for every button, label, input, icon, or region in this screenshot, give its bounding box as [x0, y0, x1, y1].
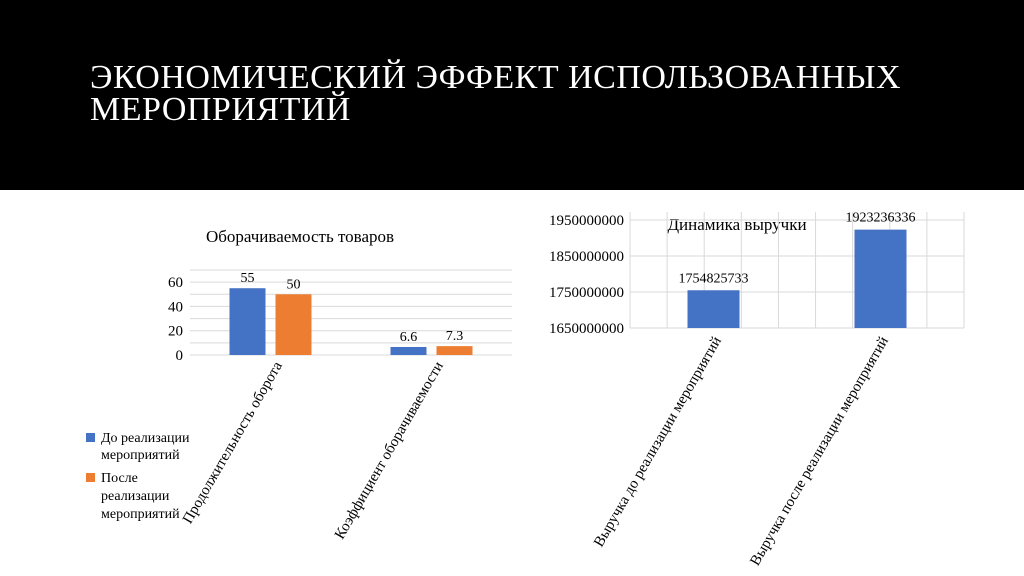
legend-label-after-line-2: реализации — [101, 489, 170, 504]
slide-title-line-1: ЭКОНОМИЧЕСКИЙ ЭФФЕКТ ИСПОЛЬЗОВАННЫХ — [90, 59, 902, 96]
legend-label-before-line-2: мероприятий — [101, 448, 180, 463]
title-band — [0, 0, 1024, 190]
x-tick-label: Продолжительность оборота — [180, 359, 286, 527]
y-tick-label: 1650000000 — [549, 321, 624, 337]
bar — [687, 290, 740, 328]
data-label: 1923236336 — [846, 211, 916, 226]
y-tick-label: 20 — [168, 324, 183, 340]
bar — [436, 346, 473, 355]
legend-label-after-line-3: мероприятий — [101, 507, 180, 522]
data-label: 50 — [287, 277, 301, 292]
y-tick-label: 1950000000 — [549, 213, 624, 229]
data-label: 55 — [241, 271, 255, 286]
data-label: 6.6 — [400, 330, 418, 345]
slide-title-line-2: МЕРОПРИЯТИЙ — [90, 91, 351, 128]
revenue-chart-title: Динамика выручки — [667, 215, 806, 234]
revenue-chart: Динамика выручки 1650000000 1750000000 185… — [549, 211, 965, 569]
y-tick-label: 1850000000 — [549, 249, 624, 265]
bar — [229, 288, 266, 355]
data-label: 1754825733 — [679, 271, 749, 286]
legend-label-before-line-1: До реализации — [101, 431, 190, 446]
legend-label-after-line-1: После — [101, 471, 138, 486]
bar — [275, 294, 312, 355]
slide-title: ЭКОНОМИЧЕСКИЙ ЭФФЕКТ ИСПОЛЬЗОВАННЫХ МЕРО… — [90, 59, 990, 128]
x-tick-label: Выручка до реализации мероприятий — [591, 334, 725, 550]
legend-swatch-before — [86, 433, 95, 442]
x-tick-label: Выручка после реализации мероприятий — [747, 334, 892, 569]
y-tick-label: 0 — [176, 348, 184, 364]
y-tick-label: 40 — [168, 299, 183, 315]
legend-swatch-after — [86, 473, 95, 482]
y-tick-label: 60 — [168, 275, 183, 291]
bar — [854, 229, 907, 328]
data-label: 7.3 — [446, 329, 464, 344]
y-tick-label: 1750000000 — [549, 285, 624, 301]
turnover-chart: Оборачиваемость товаров 0 20 40 60 55 50 Прод… — [86, 227, 512, 542]
x-tick-label: Коэффициент оборачиваемости — [332, 359, 447, 542]
bar — [390, 346, 427, 355]
turnover-chart-title: Оборачиваемость товаров — [206, 227, 394, 246]
